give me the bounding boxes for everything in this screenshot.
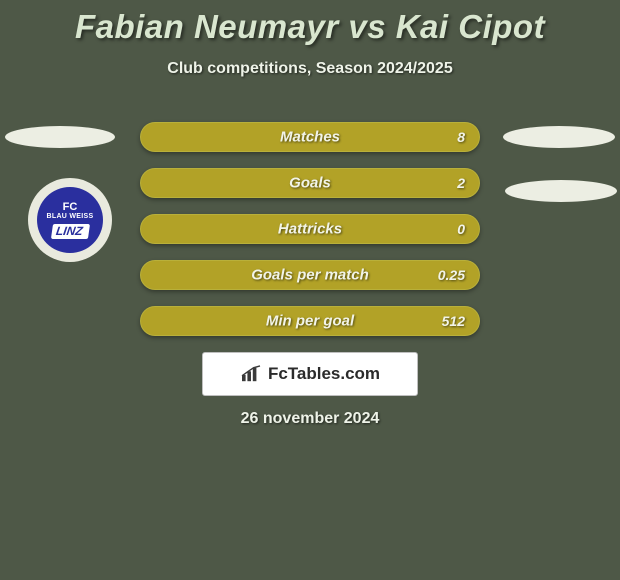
club-fc: FC [63, 202, 78, 214]
brand-badge: FcTables.com [202, 352, 418, 396]
club-bw: BLAU WEISS [47, 213, 94, 220]
subtitle: Club competitions, Season 2024/2025 [0, 60, 620, 78]
stat-bar: Matches 8 [140, 122, 480, 152]
club-badge-inner: FC BLAU WEISS LINZ [37, 187, 103, 253]
bar-chart-icon [240, 365, 262, 383]
stat-value: 0.25 [438, 267, 465, 283]
stat-value: 2 [457, 175, 465, 191]
brand-text: FcTables.com [268, 364, 380, 384]
comparison-card: Fabian Neumayr vs Kai Cipot Club competi… [0, 0, 620, 580]
stat-label: Hattricks [278, 221, 342, 238]
stat-label: Goals [289, 175, 331, 192]
club-city: LINZ [51, 224, 90, 239]
stats-bars: Matches 8 Goals 2 Hattricks 0 Goals per … [140, 122, 480, 352]
stat-label: Min per goal [266, 313, 354, 330]
stat-bar: Min per goal 512 [140, 306, 480, 336]
player-right-placeholder-1 [503, 126, 615, 148]
stat-value: 8 [457, 129, 465, 145]
stat-label: Matches [280, 129, 340, 146]
date-label: 26 november 2024 [0, 410, 620, 428]
player-left-placeholder [5, 126, 115, 148]
stat-value: 512 [442, 313, 465, 329]
player-right-placeholder-2 [505, 180, 617, 202]
stat-label: Goals per match [251, 267, 369, 284]
club-badge: FC BLAU WEISS LINZ [28, 178, 112, 262]
stat-bar: Goals 2 [140, 168, 480, 198]
page-title: Fabian Neumayr vs Kai Cipot [0, 0, 620, 46]
stat-value: 0 [457, 221, 465, 237]
stat-bar: Goals per match 0.25 [140, 260, 480, 290]
stat-bar: Hattricks 0 [140, 214, 480, 244]
